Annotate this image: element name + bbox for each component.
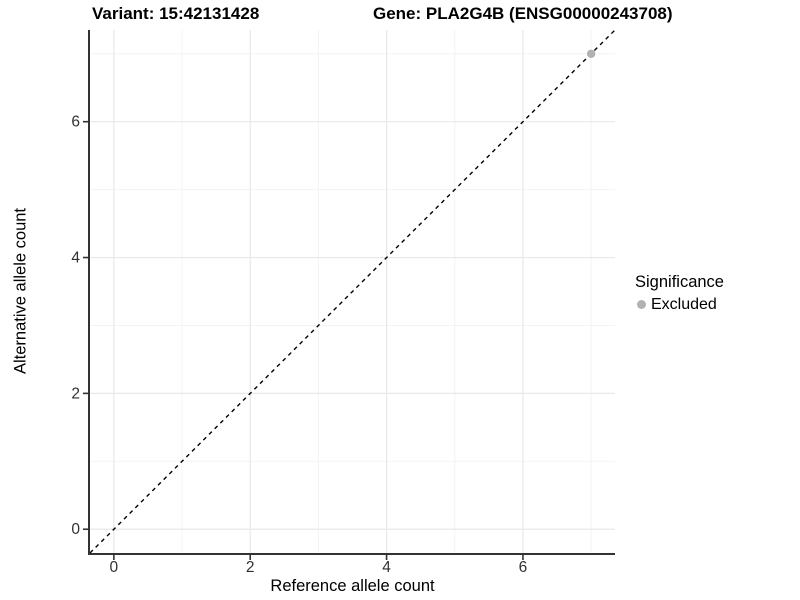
plot-title-variant: Variant: 15:42131428 — [92, 4, 260, 23]
y-tick-label: 2 — [71, 385, 80, 402]
x-tick-label: 0 — [110, 559, 119, 576]
y-axis-title: Alternative allele count — [11, 207, 30, 375]
data-point-excluded — [586, 49, 596, 58]
legend: Significance Excluded — [635, 273, 724, 314]
identity-reference-line — [89, 29, 616, 554]
plot-title-gene: Gene: PLA2G4B (ENSG00000243708) — [373, 4, 673, 23]
x-tick-label: 6 — [519, 559, 528, 576]
y-tick-label: 4 — [71, 250, 80, 267]
y-tick-label: 6 — [71, 114, 80, 131]
x-axis-title: Reference allele count — [270, 577, 435, 595]
x-tick-label: 2 — [246, 559, 255, 576]
legend-title: Significance — [635, 273, 724, 291]
x-tick-label: 4 — [382, 559, 391, 576]
legend-marker-icon — [637, 300, 646, 309]
legend-entry-label: Excluded — [651, 295, 717, 313]
y-tick-label: 0 — [71, 521, 80, 538]
legend-entry-excluded: Excluded — [635, 295, 724, 314]
